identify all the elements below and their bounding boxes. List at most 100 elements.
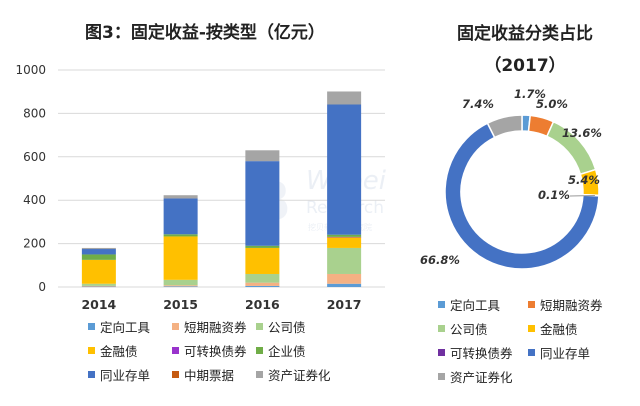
donut-legend-item: 定向工具: [438, 296, 528, 313]
bar-segment: [327, 104, 362, 235]
legend-swatch: [256, 346, 263, 354]
donut-data-label: 0.1%: [538, 188, 570, 202]
bar-segment: [163, 234, 198, 237]
bar-segment: [245, 282, 280, 286]
legend-swatch: [256, 322, 263, 330]
legend-label: 短期融资券: [184, 319, 247, 335]
legend-label: 资产证券化: [268, 367, 331, 383]
donut-data-label: 5.0%: [536, 97, 568, 111]
donut-data-label: 66.8%: [420, 253, 460, 267]
donut-chart-legend: 定向工具 短期融资券公司债 金融债可转换债券 同业存单资产证券化: [438, 296, 638, 385]
bar-segment: [163, 195, 198, 199]
bar-segment: [327, 247, 362, 274]
legend-swatch: [88, 346, 95, 354]
legend-label: 可转换债券: [450, 345, 513, 361]
leader-line: [569, 194, 595, 197]
bar-segment: [81, 249, 116, 255]
legend-label: 短期融资券: [540, 297, 603, 313]
legend-swatch: [438, 348, 445, 356]
donut-slice: [486, 114, 523, 139]
legend-swatch: [528, 324, 535, 332]
donut-title-line1: 固定收益分类占比: [457, 24, 593, 44]
donut-slice: [444, 122, 600, 270]
legend-label: 公司债: [450, 321, 488, 337]
y-tick-label: 400: [23, 193, 46, 207]
legend-swatch: [528, 300, 535, 308]
donut-chart-title: 固定收益分类占比 （2017）: [410, 18, 640, 82]
legend-label: 金融债: [540, 321, 578, 337]
donut-legend-item: 公司债: [438, 320, 528, 337]
donut-legend-item: 可转换债券: [438, 344, 528, 361]
bar-segment: [163, 279, 198, 286]
bar-segment: [327, 273, 362, 284]
bar-legend-item: 中期票据: [172, 366, 256, 383]
bar-segment: [81, 259, 116, 284]
donut-data-label: 7.4%: [462, 97, 494, 111]
bar-segment: [163, 236, 198, 280]
y-tick-label: 800: [23, 106, 46, 120]
legend-swatch: [438, 300, 445, 308]
bar-legend-item: 定向工具: [88, 318, 172, 335]
legend-swatch: [256, 370, 263, 378]
bar-legend-item: 企业债: [256, 342, 346, 359]
legend-swatch: [172, 370, 179, 378]
bar-chart-panel: 图3：固定收益-按类型（亿元） B Wabei Research 挖贝新三板研究…: [15, 23, 386, 383]
bar-segment: [81, 247, 116, 250]
bar-segment: [81, 254, 116, 260]
bar-segment: [327, 234, 362, 237]
x-tick-label: 2014: [81, 297, 116, 310]
bar-legend-item: 公司债: [256, 318, 346, 335]
donut-data-label: 1.7%: [514, 87, 546, 101]
legend-swatch: [88, 370, 95, 378]
x-tick-label: 2015: [163, 297, 198, 310]
bar-segment: [245, 150, 280, 162]
bar-legend-item: 同业存单: [88, 366, 172, 383]
bar-legend-item: 可转换债券: [172, 342, 256, 359]
legend-label: 公司债: [268, 319, 306, 335]
bar-segment: [163, 285, 198, 287]
legend-swatch: [438, 324, 445, 332]
donut-legend-item: 短期融资券: [528, 296, 628, 313]
donut-chart: 1.7%5.0% 13.6% 5.4%0.1% 66.8% 7.4%: [420, 87, 602, 270]
bar-segment: [327, 283, 362, 287]
donut-chart-panel: 固定收益分类占比 （2017） 1.7% 5.0% 13.6% 5.4% 0.1% 66.…: [410, 0, 640, 406]
bar-legend-item: 资产证券化: [256, 366, 346, 383]
legend-swatch: [172, 346, 179, 354]
legend-label: 同业存单: [540, 345, 591, 361]
donut-legend-item: 同业存单: [528, 344, 628, 361]
bar-segment: [245, 285, 280, 287]
bar-chart: 0 200 400 600 800 1000 2014 2015 2016 2017: [15, 63, 385, 310]
bar-legend-item: 短期融资券: [172, 318, 256, 335]
bar-segment: [163, 286, 198, 287]
x-tick-label: 2017: [327, 297, 362, 310]
legend-label: 中期票据: [184, 367, 235, 383]
bar-segment: [245, 247, 280, 274]
bar-segment: [327, 91, 362, 105]
bar-legend-item: 金融债: [88, 342, 172, 359]
legend-swatch: [438, 372, 445, 380]
legend-swatch: [528, 348, 535, 356]
bar-segment: [327, 237, 362, 248]
donut-legend-item: 资产证券化: [438, 368, 528, 385]
legend-swatch: [172, 322, 179, 330]
bar-segment: [245, 161, 280, 246]
legend-label: 金融债: [100, 343, 138, 359]
y-tick-label: 0: [38, 280, 46, 294]
bar-segment: [81, 283, 116, 286]
donut-title-line2: （2017）: [484, 56, 566, 76]
bar-segment: [245, 245, 280, 248]
donut-data-label: 5.4%: [568, 173, 600, 187]
bar-segment: [327, 236, 362, 238]
x-tick-label: 2016: [245, 297, 280, 310]
bar-segment: [245, 273, 280, 283]
bar-segment: [81, 285, 116, 287]
legend-label: 资产证券化: [450, 369, 513, 385]
y-tick-label: 600: [23, 150, 46, 164]
legend-label: 定向工具: [100, 319, 151, 335]
legend-label: 企业债: [268, 343, 306, 359]
bar-segment: [163, 198, 198, 235]
y-tick-label: 200: [23, 237, 46, 251]
donut-legend-item: 金融债: [528, 320, 628, 337]
donut-data-label: 13.6%: [562, 126, 602, 140]
legend-label: 同业存单: [100, 367, 151, 383]
